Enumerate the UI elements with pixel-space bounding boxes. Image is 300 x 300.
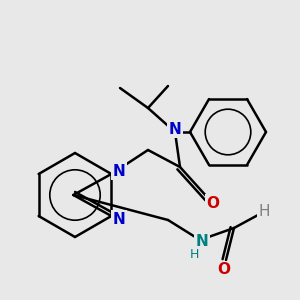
Text: N: N: [169, 122, 182, 136]
Text: N: N: [196, 235, 208, 250]
Text: N: N: [113, 164, 126, 178]
Text: N: N: [113, 212, 126, 226]
Text: H: H: [258, 205, 270, 220]
Text: H: H: [189, 248, 199, 260]
Text: O: O: [218, 262, 230, 278]
Text: O: O: [206, 196, 220, 211]
